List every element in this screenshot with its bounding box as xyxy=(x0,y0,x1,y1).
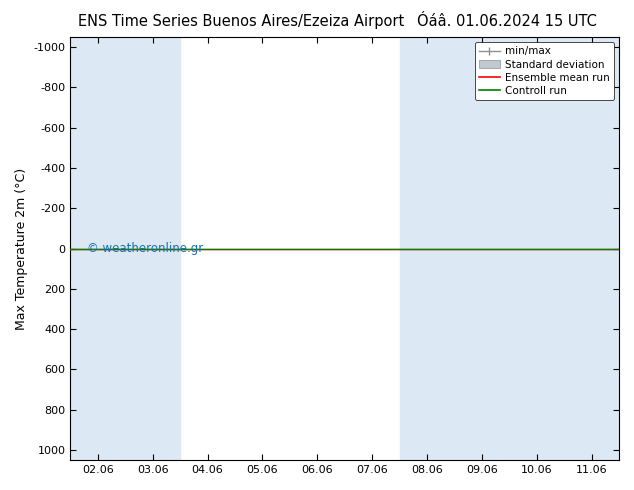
Text: Óáâ. 01.06.2024 15 UTC: Óáâ. 01.06.2024 15 UTC xyxy=(417,14,597,29)
Text: © weatheronline.gr: © weatheronline.gr xyxy=(87,242,203,255)
Text: ENS Time Series Buenos Aires/Ezeiza Airport: ENS Time Series Buenos Aires/Ezeiza Airp… xyxy=(78,14,404,29)
Bar xyxy=(509,37,619,460)
Legend: min/max, Standard deviation, Ensemble mean run, Controll run: min/max, Standard deviation, Ensemble me… xyxy=(475,42,614,100)
Y-axis label: Max Temperature 2m (°C): Max Temperature 2m (°C) xyxy=(15,168,28,330)
Bar xyxy=(399,37,509,460)
Bar xyxy=(70,37,180,460)
